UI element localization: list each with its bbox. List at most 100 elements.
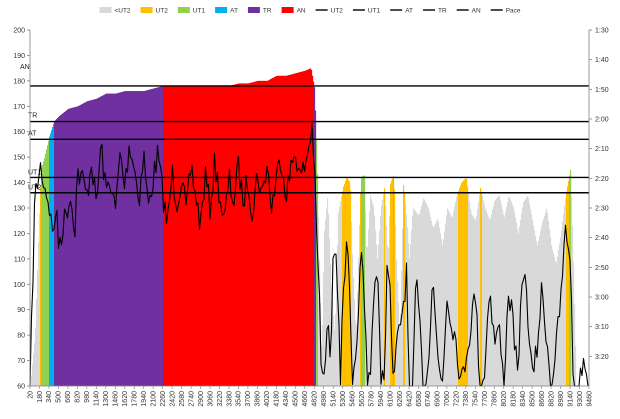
heart-rate-bar bbox=[326, 208, 328, 386]
heart-rate-bar bbox=[506, 207, 508, 386]
heart-rate-bar bbox=[562, 221, 564, 386]
y-axis-right-pace: 1:30 1:40 1:50 2:00 2:10 2:20 2:30 2:40 2:50 3:00… bbox=[589, 28, 609, 361]
x-tick-label: 8020 bbox=[501, 391, 508, 407]
heart-rate-bar bbox=[110, 93, 112, 387]
heart-rate-bar bbox=[118, 92, 120, 386]
heart-rate-bar bbox=[314, 87, 316, 386]
heart-rate-bar bbox=[272, 78, 274, 386]
x-tick-label: 9300 bbox=[577, 391, 584, 407]
heart-rate-bar bbox=[79, 105, 81, 386]
heart-rate-bar bbox=[96, 98, 98, 386]
heart-rate-bar bbox=[265, 80, 267, 386]
heart-rate-bar bbox=[335, 313, 337, 386]
heart-rate-bar bbox=[302, 71, 304, 387]
heart-rate-bar bbox=[150, 89, 152, 386]
legend-label: UT1 bbox=[193, 7, 206, 14]
heart-rate-bar bbox=[84, 102, 86, 386]
heart-rate-bar bbox=[71, 107, 73, 386]
heart-rate-bar bbox=[295, 73, 297, 386]
heart-rate-bar bbox=[560, 237, 562, 386]
heart-rate-bar bbox=[518, 233, 520, 386]
heart-rate-bar bbox=[484, 204, 486, 386]
legend-label: UT2 bbox=[156, 7, 169, 14]
heart-rate-bar bbox=[288, 75, 290, 386]
heart-rate-bar bbox=[381, 205, 383, 386]
heart-rate-bar bbox=[348, 180, 350, 386]
heart-rate-bar bbox=[143, 91, 145, 387]
heart-rate-bar bbox=[385, 205, 387, 386]
y-left-tick-label: 110 bbox=[14, 256, 25, 263]
heart-rate-bar bbox=[464, 179, 466, 386]
heart-rate-bar bbox=[401, 271, 403, 386]
heart-rate-bar bbox=[369, 211, 371, 386]
heart-rate-bar bbox=[569, 175, 571, 386]
heart-rate-bar bbox=[277, 75, 279, 387]
heart-rate-bar bbox=[271, 78, 273, 386]
heart-rate-bar bbox=[505, 212, 507, 386]
heart-rate-bar bbox=[113, 93, 115, 387]
heart-rate-bar bbox=[139, 91, 141, 387]
x-tick-label: 6100 bbox=[387, 391, 394, 407]
heart-rate-bar bbox=[87, 101, 89, 386]
heart-rate-bar bbox=[85, 102, 87, 387]
heart-rate-bar bbox=[421, 206, 423, 386]
heart-rate-bar bbox=[40, 187, 42, 386]
heart-rate-bar bbox=[291, 74, 293, 386]
heart-rate-bar bbox=[130, 91, 132, 387]
heart-rate-bar bbox=[222, 85, 224, 386]
heart-rate-bar bbox=[410, 244, 412, 386]
heart-rate-bar bbox=[267, 80, 269, 386]
heart-rate-bar bbox=[478, 201, 480, 386]
heart-rate-bar bbox=[504, 216, 506, 386]
heart-rate-bar bbox=[541, 226, 543, 386]
heart-rate-bar bbox=[273, 77, 275, 386]
y-right-tick-label: 2:30 bbox=[595, 206, 609, 213]
heart-rate-bar bbox=[154, 88, 156, 386]
heart-rate-bar bbox=[196, 85, 198, 386]
heart-rate-bar bbox=[370, 195, 372, 386]
heart-rate-bar bbox=[391, 180, 393, 386]
heart-rate-bar bbox=[186, 85, 188, 386]
heart-rate-bar bbox=[294, 73, 296, 387]
heart-rate-bar bbox=[218, 85, 220, 386]
heart-rate-bar bbox=[318, 217, 320, 386]
heart-rate-bar bbox=[390, 183, 392, 386]
heart-rate-bar bbox=[167, 85, 169, 386]
x-tick-label: 1620 bbox=[122, 391, 129, 407]
heart-rate-bar bbox=[368, 229, 370, 386]
heart-rate-bar bbox=[531, 214, 533, 386]
heart-rate-bar bbox=[395, 225, 397, 386]
heart-rate-bar bbox=[572, 226, 574, 386]
heart-rate-bar bbox=[100, 96, 102, 387]
heart-rate-bar bbox=[39, 214, 41, 386]
heart-rate-bar bbox=[252, 82, 254, 386]
legend-item-tr-area: TR bbox=[247, 7, 272, 14]
heart-rate-bar bbox=[510, 199, 512, 386]
heart-rate-bar bbox=[519, 226, 521, 386]
heart-rate-bar bbox=[60, 115, 62, 386]
x-tick-label: 5780 bbox=[368, 391, 375, 407]
heart-rate-bar bbox=[383, 194, 385, 386]
y-right-tick-label: 1:30 bbox=[595, 28, 609, 35]
pace-series bbox=[29, 122, 589, 387]
heart-rate-bar bbox=[35, 327, 37, 386]
heart-rate-bar bbox=[251, 82, 253, 387]
heart-rate-bar bbox=[93, 99, 95, 386]
heart-rate-bar bbox=[215, 85, 217, 386]
x-tick-label: 5300 bbox=[340, 391, 347, 407]
heart-rate-bar bbox=[92, 99, 94, 386]
legend-label: AT bbox=[405, 7, 413, 14]
heart-rate-bar bbox=[300, 71, 302, 387]
heart-rate-bar bbox=[278, 75, 280, 387]
heart-rate-bar bbox=[502, 209, 504, 386]
heart-rate-bar bbox=[125, 91, 127, 387]
heart-rate-bar bbox=[207, 85, 209, 386]
heart-rate-bar bbox=[193, 85, 195, 386]
x-tick-label: 8180 bbox=[511, 391, 518, 407]
heart-rate-bar bbox=[293, 73, 295, 386]
x-tick-label: 180 bbox=[37, 391, 44, 403]
heart-rate-bar bbox=[229, 85, 231, 386]
heart-rate-bar bbox=[70, 108, 72, 387]
heart-rate-bar bbox=[330, 263, 332, 386]
heart-rate-bar bbox=[199, 85, 201, 386]
